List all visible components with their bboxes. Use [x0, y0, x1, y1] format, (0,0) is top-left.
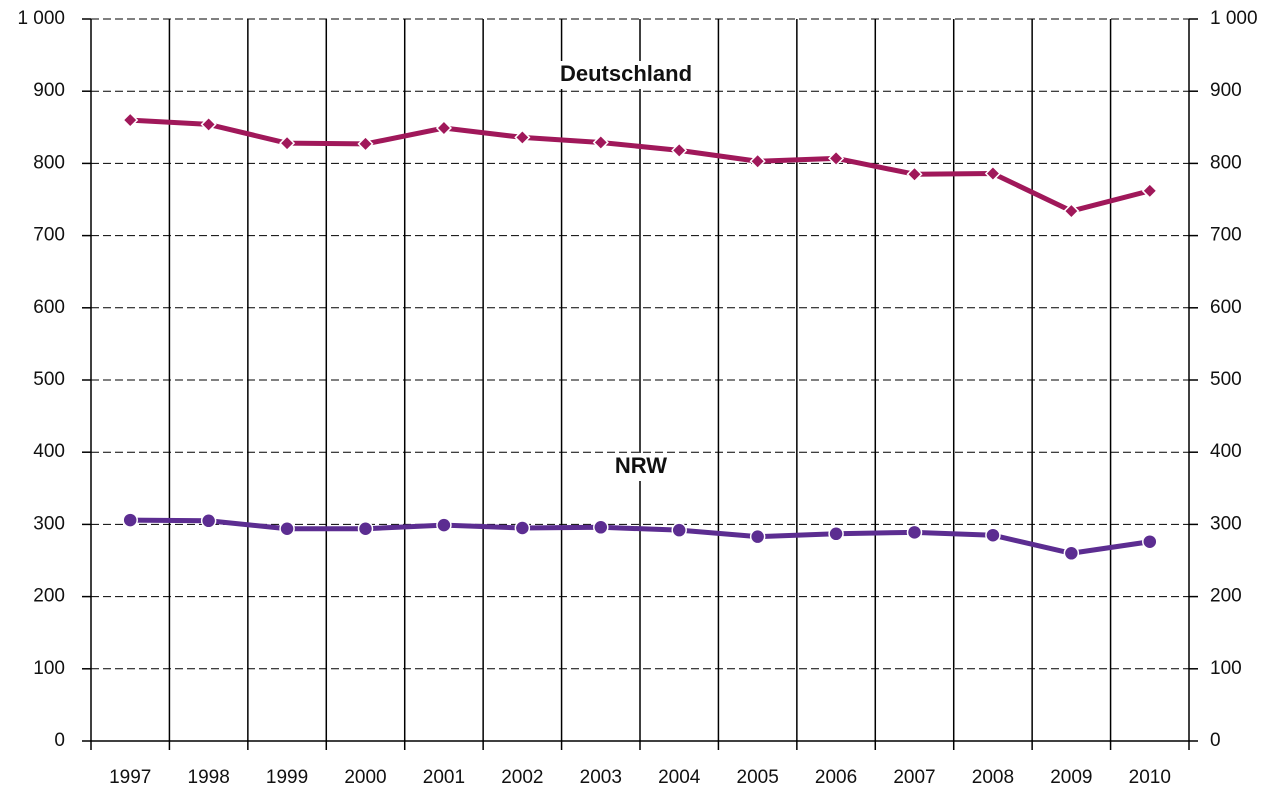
marker [200, 513, 217, 529]
y2-tick-label: 800 [1210, 152, 1242, 173]
y-tick-label: 200 [33, 586, 65, 607]
x-tick-label: 2001 [423, 767, 465, 788]
marker [514, 129, 531, 146]
marker [357, 135, 374, 152]
y-tick-label: 500 [33, 369, 65, 390]
y2-tick-label: 900 [1210, 80, 1242, 101]
marker [906, 524, 923, 541]
x-tick-label: 2002 [501, 767, 543, 788]
marker [279, 135, 296, 152]
y-tick-label: 400 [33, 441, 65, 462]
series-label: NRW [615, 453, 667, 478]
y-tick-label: 300 [33, 513, 65, 534]
marker [671, 142, 688, 159]
marker [357, 520, 374, 537]
y2-tick-label: 100 [1210, 658, 1242, 679]
x-tick-label: 2010 [1129, 767, 1171, 788]
marker [671, 522, 687, 538]
marker [279, 520, 295, 537]
series-line [130, 117, 1151, 214]
marker [435, 119, 452, 137]
marker [984, 165, 1001, 182]
x-tick-label: 2008 [972, 767, 1014, 788]
marker [906, 166, 923, 183]
marker [749, 153, 766, 170]
x-tick-label: 2004 [658, 767, 701, 788]
x-tick-label: 2005 [737, 767, 779, 788]
x-tick-label: 2009 [1050, 767, 1092, 788]
y2-tick-label: 200 [1210, 586, 1242, 607]
x-tick-label: 1997 [109, 767, 151, 788]
y2-tick-label: 400 [1210, 441, 1242, 462]
marker [436, 517, 452, 533]
y-tick-label: 700 [33, 225, 65, 246]
marker [1141, 182, 1158, 199]
y-tick-label: 600 [33, 297, 65, 318]
series-line [130, 517, 1151, 556]
y2-tick-label: 600 [1210, 297, 1242, 318]
marker [592, 134, 609, 151]
y-tick-label: 900 [33, 80, 65, 101]
y2-tick-label: 1 000 [1210, 8, 1258, 29]
marker [1063, 202, 1080, 220]
marker [593, 519, 609, 536]
y2-tick-label: 500 [1210, 369, 1242, 390]
marker [122, 512, 138, 528]
marker [200, 116, 217, 133]
marker [1142, 533, 1158, 550]
marker [985, 527, 1001, 543]
y-tick-label: 100 [33, 658, 65, 679]
series-label-bg [555, 61, 697, 89]
x-tick-label: 1999 [266, 767, 308, 788]
marker [828, 526, 844, 542]
marker [514, 520, 531, 536]
series-label: Deutschland [560, 61, 692, 86]
marker [749, 528, 766, 545]
marker [1063, 545, 1080, 562]
y2-tick-label: 700 [1210, 225, 1242, 246]
x-tick-label: 2003 [580, 767, 622, 788]
x-tick-label: 2000 [344, 767, 386, 788]
x-tick-label: 2007 [893, 767, 935, 788]
x-tick-label: 1998 [188, 767, 230, 788]
marker [828, 150, 845, 167]
y-tick-label: 0 [54, 730, 65, 751]
x-tick-label: 2006 [815, 767, 857, 788]
y2-tick-label: 0 [1210, 730, 1221, 751]
marker [122, 112, 139, 129]
y-tick-label: 1 000 [17, 8, 65, 29]
y2-tick-label: 300 [1210, 513, 1242, 534]
y-tick-label: 800 [33, 152, 65, 173]
series-label-bg [610, 453, 672, 481]
